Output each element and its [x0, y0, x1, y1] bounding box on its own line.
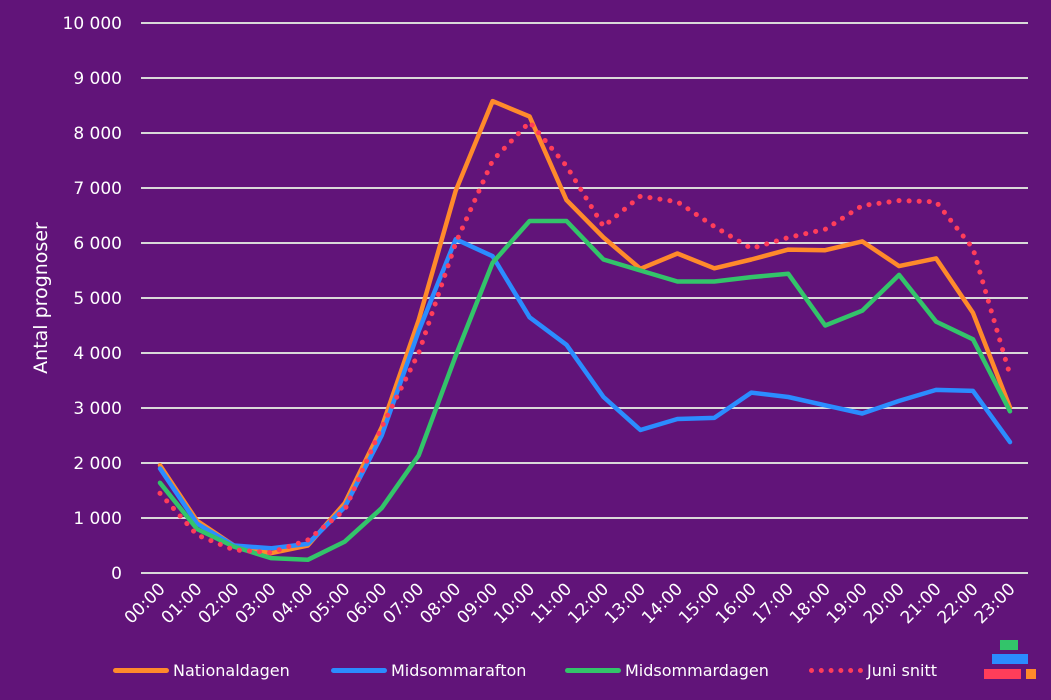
legend-item-juni-snitt[interactable]: Juni snitt — [809, 655, 937, 685]
legend-label: Midsommarafton — [391, 660, 527, 680]
x-tick-label: 12:00 — [564, 579, 613, 628]
x-tick-label: 21:00 — [897, 579, 946, 628]
legend-swatch-nationaldagen — [113, 667, 169, 673]
y-tick-label: 0 — [111, 564, 122, 584]
x-tick-label: 08:00 — [416, 579, 465, 628]
x-tick-label: 06:00 — [342, 579, 391, 628]
y-tick-label: 2 000 — [73, 454, 122, 474]
x-tick-label: 18:00 — [786, 579, 835, 628]
legend-item-midsommarafton[interactable]: Midsommarafton — [331, 655, 526, 685]
legend-swatch-midsommardagen — [565, 667, 621, 673]
series-lines — [157, 98, 1013, 563]
x-tick-label: 11:00 — [527, 579, 576, 628]
legend-label: Juni snitt — [867, 660, 937, 680]
x-tick-label: 16:00 — [712, 579, 761, 628]
y-axis-ticks: 0 1 000 2 000 3 000 4 000 5 000 6 000 7 000 8 00… — [63, 14, 122, 584]
x-tick-label: 15:00 — [675, 579, 724, 628]
x-tick-label: 09:00 — [453, 579, 502, 628]
x-tick-label: 17:00 — [749, 579, 798, 628]
y-tick-label: 8 000 — [73, 124, 122, 144]
logo-bar-red — [984, 669, 1021, 679]
y-tick-label: 10 000 — [63, 14, 122, 34]
x-tick-label: 01:00 — [158, 579, 207, 628]
x-tick-label: 03:00 — [232, 579, 281, 628]
x-tick-label: 19:00 — [823, 579, 872, 628]
chart-legend: Nationaldagen Midsommarafton Midsommarda… — [0, 655, 1000, 685]
x-tick-label: 10:00 — [490, 579, 539, 628]
x-tick-label: 05:00 — [306, 579, 355, 628]
legend-swatch-juni-snitt — [809, 667, 863, 673]
brand-logo-icon — [984, 638, 1040, 684]
y-tick-label: 1 000 — [73, 509, 122, 529]
x-tick-label: 22:00 — [934, 579, 983, 628]
x-tick-label: 14:00 — [638, 579, 687, 628]
y-tick-label: 6 000 — [73, 234, 122, 254]
legend-swatch-midsommarafton — [331, 667, 387, 673]
y-tick-label: 4 000 — [73, 344, 122, 364]
legend-item-midsommardagen[interactable]: Midsommardagen — [565, 655, 769, 685]
series-line-nationaldagen[interactable] — [157, 98, 1013, 556]
logo-bar-orange — [1026, 669, 1036, 679]
y-axis-label: Antal prognoser — [30, 222, 52, 374]
legend-label: Midsommardagen — [625, 660, 769, 680]
y-tick-label: 3 000 — [73, 399, 122, 419]
x-axis-ticks: 00:0001:0002:0003:0004:0005:0006:0007:00… — [121, 579, 1020, 628]
x-tick-label: 23:00 — [971, 579, 1020, 628]
logo-bar-green — [1000, 640, 1018, 650]
x-tick-label: 00:00 — [121, 579, 170, 628]
series-line-midsommardagen[interactable] — [157, 218, 1013, 563]
series-line-juni-snitt[interactable] — [157, 119, 1013, 556]
y-tick-label: 5 000 — [73, 289, 122, 309]
x-tick-label: 07:00 — [379, 579, 428, 628]
gridlines — [141, 22, 1028, 574]
y-tick-label: 7 000 — [73, 179, 122, 199]
x-tick-label: 20:00 — [860, 579, 909, 628]
x-tick-label: 02:00 — [195, 579, 244, 628]
legend-item-nationaldagen[interactable]: Nationaldagen — [113, 655, 290, 685]
x-tick-label: 13:00 — [601, 579, 650, 628]
series-line-midsommarafton[interactable] — [157, 236, 1013, 551]
x-tick-label: 04:00 — [269, 579, 318, 628]
y-tick-label: 9 000 — [73, 69, 122, 89]
logo-bar-blue — [992, 654, 1028, 664]
legend-label: Nationaldagen — [173, 660, 290, 680]
